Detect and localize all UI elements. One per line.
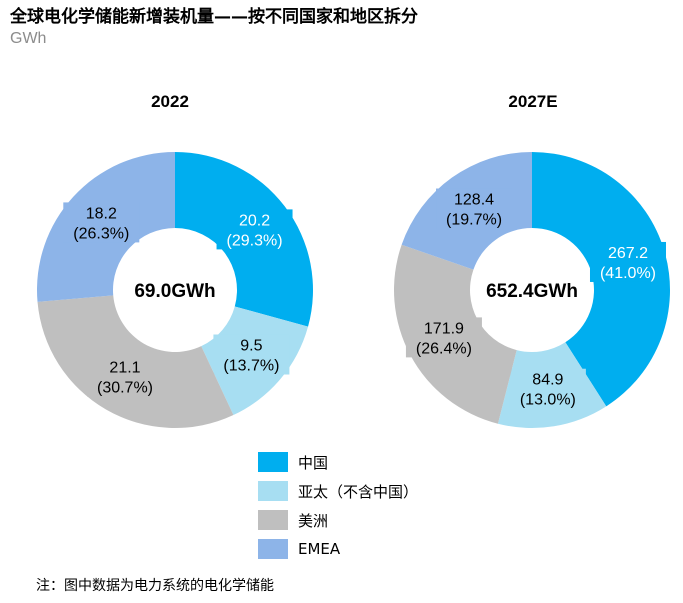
legend-label-china: 中国 (298, 453, 329, 472)
donut-label-value-2022-emea: 18.2 (86, 205, 117, 222)
legend-item-emea: EMEA (258, 537, 418, 561)
donut-center-total-2027E: 652.4GWh (486, 281, 578, 302)
legend-item-americas: 美洲 (258, 508, 418, 532)
donut-label-value-2027E-china: 267.2 (608, 245, 648, 262)
legend-item-china: 中国 (258, 450, 418, 474)
donut-label-bg-2022-china (216, 209, 293, 250)
donut-label-share-2022-emea: (26.3%) (73, 225, 129, 242)
donut-label-bg-2022-emea (63, 202, 140, 243)
donut-label-value-2027E-emea: 128.4 (454, 192, 494, 209)
legend: 中国 亚太（不含中国） 美洲 EMEA (258, 450, 418, 566)
legend-swatch-apac (258, 481, 288, 501)
donut-label-share-2022-china: (29.3%) (227, 232, 283, 249)
legend-label-americas: 美洲 (298, 511, 329, 530)
legend-label-apac: 亚太（不含中国） (298, 482, 419, 501)
donut-label-bg-2022-americas (87, 356, 163, 397)
donut-label-bg-2027E-americas (405, 317, 482, 358)
donut-label-value-2027E-apac: 84.9 (532, 372, 563, 389)
donut-label-share-2022-americas: (30.7%) (97, 380, 153, 397)
legend-swatch-americas (258, 510, 288, 530)
donut-label-share-2027E-china: (41.0%) (600, 265, 656, 282)
legend-item-apac: 亚太（不含中国） (258, 479, 418, 503)
donut-label-bg-2027E-china (589, 241, 666, 282)
donut-label-share-2022-apac: (13.7%) (223, 358, 279, 375)
donut-label-bg-2027E-emea (436, 188, 513, 229)
donut-label-share-2027E-apac: (13.0%) (520, 392, 576, 409)
donut-center-total-2022: 69.0GWh (134, 281, 215, 302)
unit-label: GWh (10, 30, 47, 47)
donut-label-share-2027E-emea: (19.7%) (446, 212, 502, 229)
donut-label-bg-2027E-apac (509, 368, 586, 409)
donut-charts: 20.2 (29.3%) 9.5 (13.7%) 21.1 (30.7%) 18.2 (26.… (36, 152, 671, 429)
chart-title-2022: 2022 (151, 92, 189, 111)
footnote: 注：图中数据为电力系统的电化学储能 (36, 578, 274, 594)
donut-label-value-2022-china: 20.2 (239, 212, 270, 229)
legend-swatch-emea (258, 539, 288, 559)
donut-label-bg-2022-apac (213, 334, 290, 375)
chart-title-2027e: 2027E (508, 92, 558, 111)
legend-swatch-china (258, 452, 288, 472)
donut-label-value-2022-americas: 21.1 (109, 360, 140, 377)
donut-label-share-2027E-americas: (26.4%) (416, 340, 472, 357)
legend-label-emea: EMEA (298, 540, 341, 558)
donut-label-value-2022-apac: 9.5 (240, 338, 262, 355)
donut-label-value-2027E-americas: 171.9 (424, 320, 464, 337)
chart-main-title: 全球电化学储能新增装机量——按不同国家和地区拆分 (10, 7, 418, 27)
